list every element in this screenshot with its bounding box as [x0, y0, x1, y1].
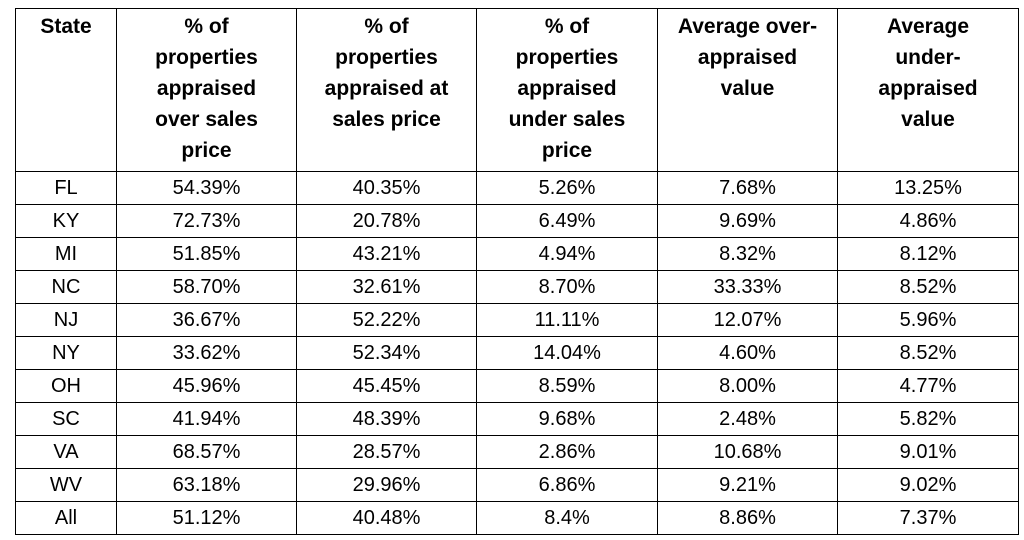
- value-cell: 4.86%: [837, 204, 1019, 238]
- state-cell: NJ: [15, 303, 117, 337]
- state-cell: OH: [15, 369, 117, 403]
- value-cell: 32.61%: [296, 270, 477, 304]
- state-cell: NY: [15, 336, 117, 370]
- value-cell: 8.12%: [837, 237, 1019, 271]
- value-cell: 40.35%: [296, 171, 477, 205]
- state-cell: WV: [15, 468, 117, 502]
- value-cell: 14.04%: [476, 336, 658, 370]
- table-row: VA 68.57% 28.57% 2.86% 10.68% 9.01%: [15, 435, 1019, 469]
- value-cell: 2.86%: [476, 435, 658, 469]
- header-cell: % of properties appraised under sales pr…: [476, 8, 658, 172]
- table-row: NY 33.62% 52.34% 14.04% 4.60% 8.52%: [15, 336, 1019, 370]
- value-cell: 40.48%: [296, 501, 477, 535]
- table-row: NC 58.70% 32.61% 8.70% 33.33% 8.52%: [15, 270, 1019, 304]
- value-cell: 6.86%: [476, 468, 658, 502]
- state-cell: KY: [15, 204, 117, 238]
- value-cell: 11.11%: [476, 303, 658, 337]
- value-cell: 52.22%: [296, 303, 477, 337]
- value-cell: 58.70%: [116, 270, 297, 304]
- value-cell: 45.45%: [296, 369, 477, 403]
- table-row: NJ 36.67% 52.22% 11.11% 12.07% 5.96%: [15, 303, 1019, 337]
- value-cell: 12.07%: [657, 303, 838, 337]
- value-cell: 10.68%: [657, 435, 838, 469]
- table-row: WV 63.18% 29.96% 6.86% 9.21% 9.02%: [15, 468, 1019, 502]
- value-cell: 29.96%: [296, 468, 477, 502]
- header-cell: Average over-appraised value: [657, 8, 838, 172]
- table-row: FL 54.39% 40.35% 5.26% 7.68% 13.25%: [15, 171, 1019, 205]
- value-cell: 45.96%: [116, 369, 297, 403]
- header-cell: % of properties appraised over sales pri…: [116, 8, 297, 172]
- value-cell: 51.85%: [116, 237, 297, 271]
- value-cell: 4.77%: [837, 369, 1019, 403]
- value-cell: 8.52%: [837, 336, 1019, 370]
- value-cell: 8.59%: [476, 369, 658, 403]
- value-cell: 8.00%: [657, 369, 838, 403]
- value-cell: 51.12%: [116, 501, 297, 535]
- state-cell: FL: [15, 171, 117, 205]
- state-cell: SC: [15, 402, 117, 436]
- value-cell: 5.82%: [837, 402, 1019, 436]
- value-cell: 48.39%: [296, 402, 477, 436]
- value-cell: 72.73%: [116, 204, 297, 238]
- table-row: OH 45.96% 45.45% 8.59% 8.00% 4.77%: [15, 369, 1019, 403]
- header-row: State% of properties appraised over sale…: [15, 8, 1019, 172]
- value-cell: 8.70%: [476, 270, 658, 304]
- state-cell: MI: [15, 237, 117, 271]
- value-cell: 4.60%: [657, 336, 838, 370]
- value-cell: 7.37%: [837, 501, 1019, 535]
- table-row: MI 51.85% 43.21% 4.94% 8.32% 8.12%: [15, 237, 1019, 271]
- value-cell: 9.02%: [837, 468, 1019, 502]
- value-cell: 5.96%: [837, 303, 1019, 337]
- value-cell: 8.32%: [657, 237, 838, 271]
- value-cell: 9.01%: [837, 435, 1019, 469]
- header-cell: % of properties appraised at sales price: [296, 8, 477, 172]
- header-cell: State: [15, 8, 117, 172]
- table-row: KY 72.73% 20.78% 6.49% 9.69% 4.86%: [15, 204, 1019, 238]
- value-cell: 36.67%: [116, 303, 297, 337]
- table-row: All 51.12% 40.48% 8.4% 8.86% 7.37%: [15, 501, 1019, 535]
- value-cell: 28.57%: [296, 435, 477, 469]
- value-cell: 43.21%: [296, 237, 477, 271]
- value-cell: 52.34%: [296, 336, 477, 370]
- value-cell: 20.78%: [296, 204, 477, 238]
- value-cell: 13.25%: [837, 171, 1019, 205]
- state-cell: All: [15, 501, 117, 535]
- value-cell: 8.52%: [837, 270, 1019, 304]
- appraisal-table: State% of properties appraised over sale…: [15, 8, 1019, 535]
- value-cell: 33.33%: [657, 270, 838, 304]
- value-cell: 54.39%: [116, 171, 297, 205]
- value-cell: 9.68%: [476, 402, 658, 436]
- table-header: State% of properties appraised over sale…: [15, 8, 1019, 172]
- value-cell: 63.18%: [116, 468, 297, 502]
- header-cell: Average under-appraised value: [837, 8, 1019, 172]
- value-cell: 41.94%: [116, 402, 297, 436]
- value-cell: 8.86%: [657, 501, 838, 535]
- value-cell: 8.4%: [476, 501, 658, 535]
- value-cell: 9.21%: [657, 468, 838, 502]
- value-cell: 33.62%: [116, 336, 297, 370]
- table-row: SC 41.94% 48.39% 9.68% 2.48% 5.82%: [15, 402, 1019, 436]
- table-body: FL 54.39% 40.35% 5.26% 7.68% 13.25% KY 72.73% 20…: [15, 171, 1019, 535]
- value-cell: 68.57%: [116, 435, 297, 469]
- value-cell: 6.49%: [476, 204, 658, 238]
- value-cell: 9.69%: [657, 204, 838, 238]
- value-cell: 7.68%: [657, 171, 838, 205]
- value-cell: 4.94%: [476, 237, 658, 271]
- state-cell: NC: [15, 270, 117, 304]
- value-cell: 5.26%: [476, 171, 658, 205]
- state-cell: VA: [15, 435, 117, 469]
- value-cell: 2.48%: [657, 402, 838, 436]
